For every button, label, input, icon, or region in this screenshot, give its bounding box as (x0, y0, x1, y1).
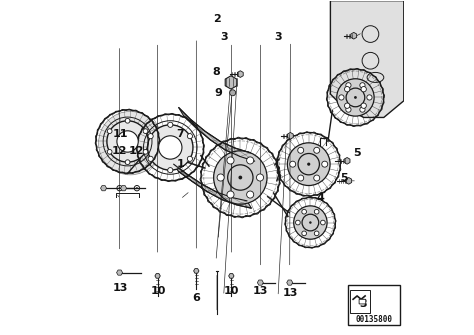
Text: 12: 12 (129, 146, 145, 156)
Polygon shape (237, 71, 243, 77)
Circle shape (360, 107, 365, 112)
Circle shape (214, 151, 267, 204)
Circle shape (314, 175, 320, 181)
Text: 6: 6 (192, 292, 200, 303)
Polygon shape (330, 1, 404, 118)
Circle shape (159, 136, 182, 159)
Circle shape (314, 231, 319, 236)
Circle shape (290, 161, 296, 167)
Circle shape (125, 160, 130, 164)
Text: 2: 2 (213, 14, 221, 24)
Circle shape (246, 157, 254, 164)
Circle shape (309, 221, 311, 224)
Polygon shape (225, 76, 237, 89)
Circle shape (360, 83, 365, 88)
Circle shape (302, 231, 307, 236)
Polygon shape (257, 280, 264, 285)
Circle shape (367, 95, 372, 100)
Circle shape (345, 103, 350, 108)
Circle shape (107, 121, 148, 162)
Text: 13: 13 (283, 288, 298, 297)
Circle shape (256, 174, 264, 181)
Polygon shape (120, 186, 127, 191)
Circle shape (143, 129, 148, 133)
Polygon shape (228, 274, 234, 278)
Circle shape (148, 134, 153, 139)
Circle shape (118, 187, 120, 189)
Polygon shape (346, 178, 352, 184)
Circle shape (238, 176, 242, 180)
Circle shape (346, 107, 351, 112)
Circle shape (217, 174, 224, 181)
Polygon shape (179, 108, 255, 161)
Polygon shape (344, 157, 350, 164)
Text: 8: 8 (212, 67, 220, 77)
FancyBboxPatch shape (348, 285, 400, 325)
Circle shape (361, 86, 366, 92)
Circle shape (125, 119, 130, 123)
Circle shape (307, 162, 310, 166)
FancyBboxPatch shape (359, 299, 366, 304)
Circle shape (99, 112, 162, 175)
Circle shape (298, 175, 304, 181)
Circle shape (230, 90, 236, 96)
Circle shape (107, 149, 112, 154)
Polygon shape (173, 164, 251, 208)
Circle shape (337, 79, 374, 116)
Circle shape (168, 122, 173, 127)
Circle shape (314, 209, 319, 214)
Text: 7: 7 (176, 129, 184, 139)
Circle shape (346, 83, 351, 88)
Circle shape (168, 168, 173, 173)
Circle shape (345, 86, 350, 92)
Circle shape (246, 191, 254, 198)
Text: 13: 13 (112, 283, 128, 292)
Text: 13: 13 (253, 286, 268, 296)
Circle shape (354, 96, 357, 99)
Text: 9: 9 (214, 88, 222, 98)
Circle shape (143, 149, 148, 154)
Circle shape (320, 220, 325, 225)
Text: 3: 3 (220, 32, 228, 43)
Circle shape (298, 147, 304, 153)
Polygon shape (351, 32, 356, 39)
Circle shape (148, 156, 153, 161)
Polygon shape (194, 269, 199, 273)
Text: 5: 5 (340, 173, 347, 183)
Circle shape (322, 161, 328, 167)
Text: 1: 1 (176, 159, 184, 169)
Circle shape (314, 147, 320, 153)
Circle shape (287, 143, 330, 186)
Polygon shape (100, 186, 107, 191)
Polygon shape (117, 270, 123, 275)
Circle shape (294, 206, 327, 239)
FancyBboxPatch shape (350, 290, 371, 313)
Circle shape (107, 129, 112, 133)
Circle shape (296, 220, 300, 225)
Text: 3: 3 (274, 32, 282, 42)
Circle shape (302, 209, 307, 214)
Circle shape (117, 131, 138, 152)
Circle shape (187, 156, 192, 161)
Text: 10: 10 (151, 286, 166, 296)
Circle shape (227, 191, 234, 198)
Circle shape (227, 157, 234, 164)
Polygon shape (287, 280, 293, 285)
Polygon shape (288, 132, 293, 139)
Polygon shape (155, 274, 160, 278)
Text: 11: 11 (112, 129, 128, 139)
Circle shape (136, 187, 138, 189)
Circle shape (339, 95, 344, 100)
Circle shape (361, 103, 366, 108)
Text: 5: 5 (353, 148, 361, 158)
Circle shape (187, 134, 192, 139)
Text: 10: 10 (224, 286, 239, 296)
Text: 4: 4 (317, 193, 324, 203)
Text: 12: 12 (112, 146, 128, 156)
Circle shape (147, 125, 193, 170)
Text: 3: 3 (359, 299, 366, 309)
Text: 00135800: 00135800 (356, 316, 392, 325)
